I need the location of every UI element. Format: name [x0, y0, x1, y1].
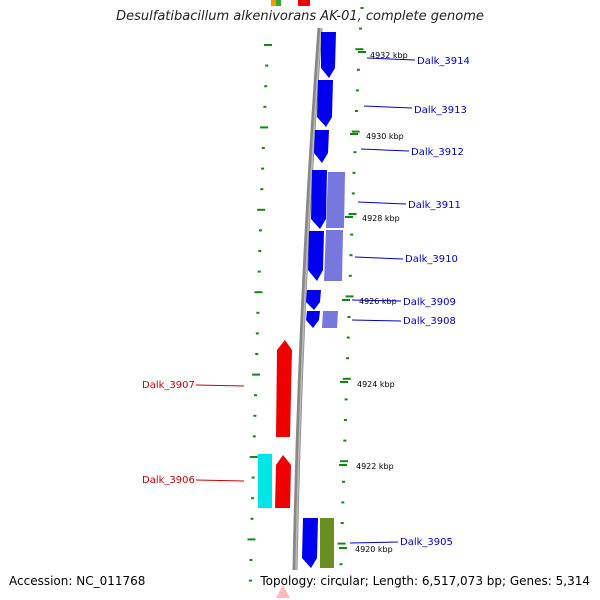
gene-glyphs — [258, 32, 345, 598]
gene-label-dalk-3913[interactable]: Dalk_3913 — [414, 105, 467, 116]
gene-glyph-dalk-3905-b — [320, 518, 334, 568]
gene-glyph-dalk-3905 — [302, 518, 318, 568]
reverse-gene-labels: Dalk_3907 Dalk_3906 — [142, 380, 245, 486]
gene-glyph-dalk-3910 — [308, 231, 324, 281]
genome-backbone-highlight — [295, 27, 322, 571]
kbp-tick-label: 4928 kbp — [362, 214, 400, 223]
genome-backbone — [292, 27, 323, 571]
kbp-tick-label: 4920 kbp — [355, 545, 393, 554]
kbp-tick-label: 4930 kbp — [366, 132, 404, 141]
gene-glyph-dalk-3909 — [306, 290, 321, 310]
gene-label-dalk-3907[interactable]: Dalk_3907 — [142, 380, 195, 391]
gene-glyph-dalk-3908 — [322, 311, 338, 328]
gene-glyph-bottom-red — [276, 585, 290, 598]
tick-rails — [247, 7, 364, 586]
gene-label-dalk-3914[interactable]: Dalk_3914 — [417, 56, 470, 67]
gene-glyph-dalk-3912 — [314, 130, 329, 163]
gene-glyph-dalk-3911-b — [326, 172, 345, 228]
gene-glyph-dalk-3907 — [276, 340, 292, 437]
kbp-tick-label: 4922 kbp — [356, 462, 394, 471]
gene-glyph-dalk-3910-b — [324, 230, 343, 281]
kbp-tick-label: 4932 kbp — [370, 51, 408, 60]
gene-label-dalk-3911[interactable]: Dalk_3911 — [408, 200, 461, 211]
genome-summary: Topology: circular; Length: 6,517,073 bp… — [260, 574, 590, 588]
gene-label-dalk-3910[interactable]: Dalk_3910 — [405, 254, 458, 265]
top-feature-green — [276, 0, 281, 6]
accession-label: Accession: NC_011768 — [9, 574, 146, 588]
top-feature-orange — [271, 0, 276, 6]
gene-label-dalk-3905[interactable]: Dalk_3905 — [400, 537, 453, 548]
gene-glyph-dalk-3908-a — [306, 311, 320, 328]
gene-label-dalk-3906[interactable]: Dalk_3906 — [142, 475, 195, 486]
forward-gene-labels: Dalk_3914 Dalk_3913 Dalk_3912 Dalk_3911 … — [349, 56, 470, 548]
gene-label-dalk-3908[interactable]: Dalk_3908 — [403, 316, 456, 327]
kbp-tick-label: 4926 kbp — [359, 297, 397, 306]
gene-label-dalk-3909[interactable]: Dalk_3909 — [403, 297, 456, 308]
kbp-tick-label: 4924 kbp — [357, 380, 395, 389]
gene-glyph-dalk-3906-cyan — [258, 454, 272, 508]
map-title: Desulfatibacillum alkenivorans AK-01, co… — [116, 9, 484, 24]
top-feature-red — [298, 0, 310, 6]
gene-glyph-dalk-3914 — [321, 32, 336, 78]
gene-glyph-dalk-3906 — [275, 455, 291, 508]
gene-glyph-dalk-3911 — [311, 170, 327, 229]
gene-glyph-dalk-3913 — [317, 80, 333, 127]
gene-label-dalk-3912[interactable]: Dalk_3912 — [411, 147, 464, 158]
kbp-ticks: 4932 kbp 4930 kbp 4928 kbp 4926 kbp 4924… — [339, 51, 408, 554]
